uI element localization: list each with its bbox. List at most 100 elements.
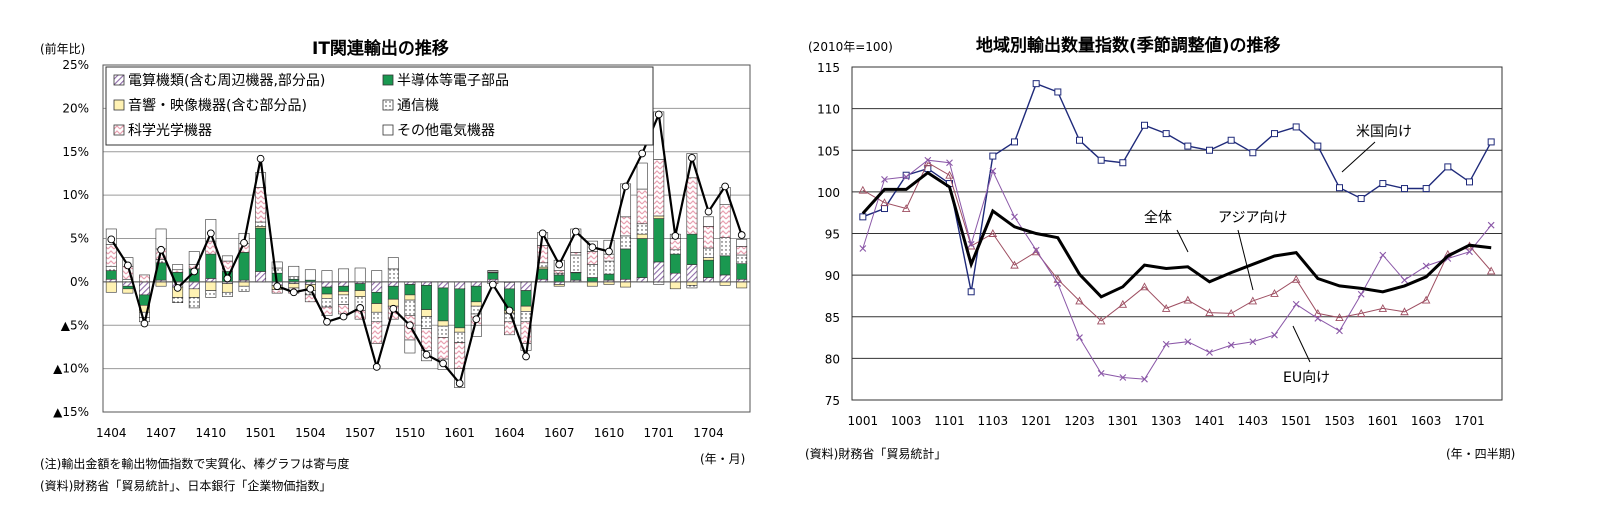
bar-segment <box>338 281 349 287</box>
y-tick-label: 105 <box>817 144 840 158</box>
y-tick-label: 25% <box>62 58 89 72</box>
series-point <box>1205 308 1214 317</box>
bar-segment <box>304 269 316 281</box>
bar-segment <box>736 263 748 280</box>
right-unit-label: (2010年=100) <box>808 40 893 54</box>
left-unit-label: (前年比) <box>40 42 86 56</box>
annotation-label: 全体 <box>1144 209 1172 226</box>
bar-segment <box>421 285 432 310</box>
bar-segment <box>504 321 515 336</box>
bar-segment <box>172 269 184 273</box>
y-tick-label: 15% <box>62 145 89 159</box>
series-point <box>1053 274 1063 283</box>
series-point <box>1314 142 1322 150</box>
bar-segment <box>603 260 615 275</box>
x-tick-label: 1103 <box>978 414 1009 428</box>
bar-segment <box>255 227 267 272</box>
bar-segment <box>437 281 449 289</box>
series-point <box>1401 276 1408 284</box>
series-point <box>1226 308 1236 317</box>
bar-segment <box>553 270 565 274</box>
series-point <box>1466 248 1473 256</box>
series-point <box>1227 341 1235 349</box>
bar-segment <box>238 281 250 287</box>
bar-segment <box>520 290 532 307</box>
y-tick-label: 80 <box>825 352 840 366</box>
series-point <box>1356 308 1366 317</box>
bar-segment <box>321 286 333 295</box>
total-point <box>157 245 165 254</box>
bar-segment <box>321 281 333 288</box>
series-point <box>1314 315 1322 322</box>
bar-segment <box>736 246 748 256</box>
bar-segment <box>686 281 698 286</box>
annotation-leader <box>1341 141 1376 173</box>
bar-segment <box>338 291 349 296</box>
series-point <box>1400 307 1409 316</box>
bar-segment <box>205 278 217 283</box>
series-point <box>1335 313 1344 322</box>
series-line <box>861 170 1492 299</box>
y-tick-label: 115 <box>817 61 840 75</box>
bar-segment <box>669 272 681 283</box>
x-tick-label: 1410 <box>196 426 227 440</box>
total-point <box>721 182 729 191</box>
series-point <box>1444 163 1452 171</box>
total-point <box>173 284 182 292</box>
bar-segment <box>553 284 565 287</box>
bar-segment <box>669 249 681 255</box>
series-point <box>1422 185 1430 193</box>
bar-segment <box>255 221 267 227</box>
bar-segment <box>421 281 432 286</box>
legend-swatch <box>382 99 394 111</box>
bar-segment <box>321 270 333 283</box>
series-point <box>1054 280 1062 287</box>
bar-segment <box>686 285 698 289</box>
bar-segment <box>686 264 698 283</box>
bar-segment <box>354 290 366 297</box>
x-tick-label: 1003 <box>891 414 922 428</box>
bar-segment <box>105 265 117 271</box>
series-point <box>902 173 910 181</box>
total-point <box>273 282 282 291</box>
y-tick-label: ▲5% <box>61 318 89 332</box>
series-point <box>1271 130 1278 138</box>
series-point <box>1466 178 1473 186</box>
series-point <box>1119 374 1127 381</box>
right-source: (資料)財務省「貿易統計」 <box>805 447 947 461</box>
series-point <box>881 205 888 213</box>
series-point <box>1076 136 1083 144</box>
total-point <box>571 227 580 236</box>
legend-swatch <box>113 124 125 136</box>
bar-segment <box>271 261 283 269</box>
bar-segment <box>139 274 150 283</box>
bar-segment <box>454 342 466 369</box>
series-point <box>1183 295 1193 304</box>
bar-segment <box>387 257 399 270</box>
bar-segment <box>703 216 714 227</box>
series-point <box>1270 288 1279 297</box>
series-point <box>858 185 868 194</box>
bar-segment <box>371 270 383 283</box>
bar-segment <box>321 293 333 299</box>
series-point <box>1422 262 1430 270</box>
series-point <box>1141 121 1148 129</box>
legend-label: 電算機類(含む周辺機器,部分品) <box>128 73 325 89</box>
bar-segment <box>636 238 648 278</box>
bar-segment <box>586 251 598 265</box>
bar-segment <box>520 311 532 323</box>
series-point <box>1357 290 1365 298</box>
annotation-leader <box>1237 229 1254 291</box>
total-point <box>107 235 116 244</box>
legend-label: 通信機 <box>397 98 439 114</box>
series-point <box>1206 349 1213 356</box>
bar-segment <box>404 299 416 317</box>
bar-segment <box>255 271 267 283</box>
bar-segment <box>719 255 731 276</box>
x-tick-label: 1301 <box>1108 414 1139 428</box>
bar-segment <box>703 259 714 278</box>
bar-segment <box>487 272 499 280</box>
x-tick-label: 1601 <box>1368 414 1399 428</box>
bar-segment <box>470 281 482 287</box>
bar-segment <box>338 294 349 305</box>
